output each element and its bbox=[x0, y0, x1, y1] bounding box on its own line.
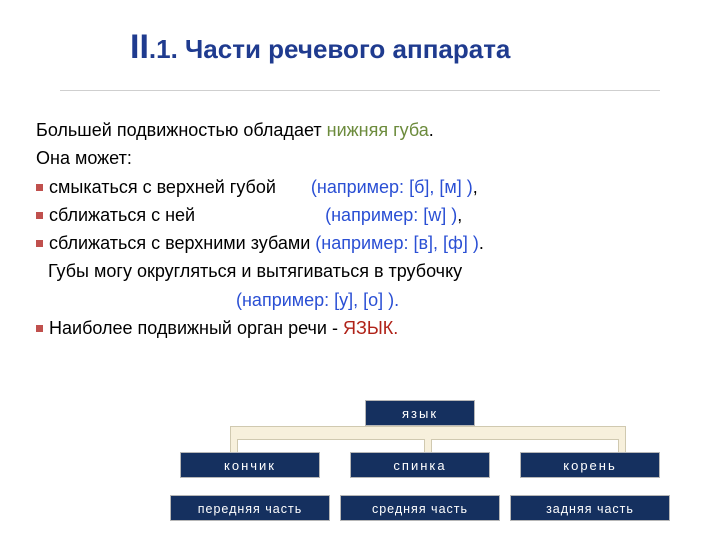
intro-highlight-green: нижняя губа bbox=[327, 120, 429, 140]
bullet-tail: , bbox=[457, 205, 462, 225]
diagram-connector bbox=[230, 426, 626, 440]
bullet-text: смыкаться с верхней губой bbox=[49, 177, 311, 197]
content-area: Большей подвижностью обладает нижняя губ… bbox=[36, 118, 686, 344]
diagram-node-bottom: передняя часть bbox=[170, 495, 330, 521]
diagram-node-bottom: средняя часть bbox=[340, 495, 500, 521]
diagram-node-middle: спинка bbox=[350, 452, 490, 478]
bullet-item: смыкаться с верхней губой (например: [б]… bbox=[36, 175, 686, 199]
bullet-text: сближаться с верхними зубами bbox=[49, 233, 315, 253]
title-rest: .1. Части речевого аппарата bbox=[149, 34, 511, 64]
bullet-text: сближаться с ней bbox=[49, 205, 325, 225]
bullet-note-blue: (например: [в], [ф] ) bbox=[315, 233, 479, 253]
bullet-square-icon bbox=[36, 184, 43, 191]
bullet-text: Наиболее подвижный орган речи - bbox=[49, 318, 343, 338]
intro-line-2: Она может: bbox=[36, 146, 686, 170]
bullet-square-icon bbox=[36, 212, 43, 219]
title-underline bbox=[60, 90, 660, 91]
rounding-line: Губы могу округляться и вытягиваться в т… bbox=[48, 259, 686, 283]
bullet-item: Наиболее подвижный орган речи - ЯЗЫК. bbox=[36, 316, 686, 340]
diagram-node-middle: корень bbox=[520, 452, 660, 478]
bullet-item: сближаться с ней (например: [w] ), bbox=[36, 203, 686, 227]
slide-title: II.1. Части речевого аппарата bbox=[130, 28, 510, 67]
diagram-connector bbox=[618, 439, 626, 453]
intro-text-1c: . bbox=[429, 120, 434, 140]
bullet-note-blue: (например: [w] ) bbox=[325, 205, 457, 225]
intro-text-1a: Большей подвижностью обладает bbox=[36, 120, 327, 140]
diagram-node-middle: кончик bbox=[180, 452, 320, 478]
rounding-note-blue: (например: [у], [о] ). bbox=[236, 288, 686, 312]
bullet-tail: . bbox=[479, 233, 484, 253]
diagram-node-top: язык bbox=[365, 400, 475, 426]
diagram-node-bottom: задняя часть bbox=[510, 495, 670, 521]
bullet-highlight-red: ЯЗЫК. bbox=[343, 318, 398, 338]
title-roman: II bbox=[130, 28, 149, 66]
diagram-connector bbox=[230, 439, 238, 453]
diagram-connector bbox=[424, 439, 432, 453]
bullet-item: сближаться с верхними зубами (например: … bbox=[36, 231, 686, 255]
bullet-note-blue: (например: [б], [м] ) bbox=[311, 177, 473, 197]
intro-line-1: Большей подвижностью обладает нижняя губ… bbox=[36, 118, 686, 142]
bullet-square-icon bbox=[36, 325, 43, 332]
bullet-tail: , bbox=[473, 177, 478, 197]
bullet-square-icon bbox=[36, 240, 43, 247]
